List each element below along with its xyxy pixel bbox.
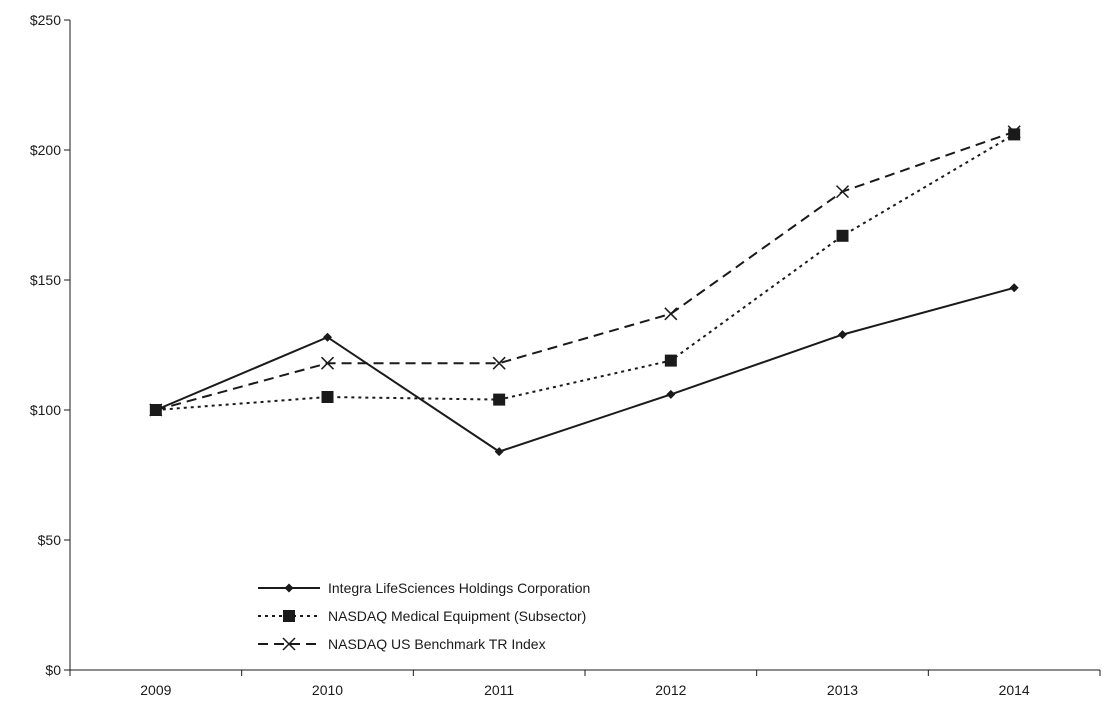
y-tick-label: $150 [30,272,61,288]
x-tick-label: 2011 [484,682,514,698]
data-point [493,393,506,406]
y-tick-label: $100 [30,402,61,418]
legend-swatch-marker [282,637,296,651]
data-point [664,354,677,367]
legend-label: NASDAQ Medical Equipment (Subsector) [328,608,586,624]
data-point-stroke [492,356,506,370]
data-point [320,356,335,370]
data-point-stroke [835,185,850,199]
data-point [494,447,504,457]
legend: Integra LifeSciences Holdings Corporatio… [258,580,590,652]
data-point-stroke [320,356,335,370]
x-tick-label: 2012 [655,682,686,698]
series-line [155,286,1015,453]
legend-label: NASDAQ US Benchmark TR Index [328,636,546,652]
data-point [664,307,678,321]
data-point [492,356,506,370]
y-tick-label: $50 [38,532,62,548]
data-point [323,332,332,342]
data-point-stroke [1007,125,1021,139]
series-line [155,133,1015,411]
series-1 [151,283,1019,457]
legend-label: Integra LifeSciences Holdings Corporatio… [328,580,590,596]
data-point [838,330,847,340]
data-point [1008,128,1021,141]
axes: $0 $50 $100 $150 $200 $250 2009 2010 2011 2012 201… [30,12,1101,698]
y-tick-label: $200 [30,142,61,158]
x-tick-label: 2014 [999,682,1030,698]
legend-swatch-marker-stroke [282,637,296,651]
legend-swatch-marker [284,583,294,593]
series-3 [149,125,1021,417]
data-point [149,403,163,417]
data-point [835,185,850,199]
series-group [149,125,1021,457]
data-point [1009,283,1019,293]
x-tick-label: 2009 [140,682,171,698]
data-point [1007,125,1021,139]
x-tick-label: 2010 [312,682,343,698]
legend-item: Integra LifeSciences Holdings Corporatio… [258,580,590,596]
legend-swatch-marker [283,610,295,622]
y-tick-label: $250 [30,12,61,28]
data-point [836,229,849,242]
legend-item: NASDAQ US Benchmark TR Index [258,636,546,652]
data-point-stroke [149,403,163,417]
y-tick-label: $0 [45,662,61,678]
data-point [321,391,334,403]
data-point [666,389,676,399]
x-tick-label: 2013 [827,682,858,698]
legend-item: NASDAQ Medical Equipment (Subsector) [258,608,586,624]
series-line [155,130,1015,411]
data-point-stroke [664,307,678,321]
series-2 [149,128,1021,416]
